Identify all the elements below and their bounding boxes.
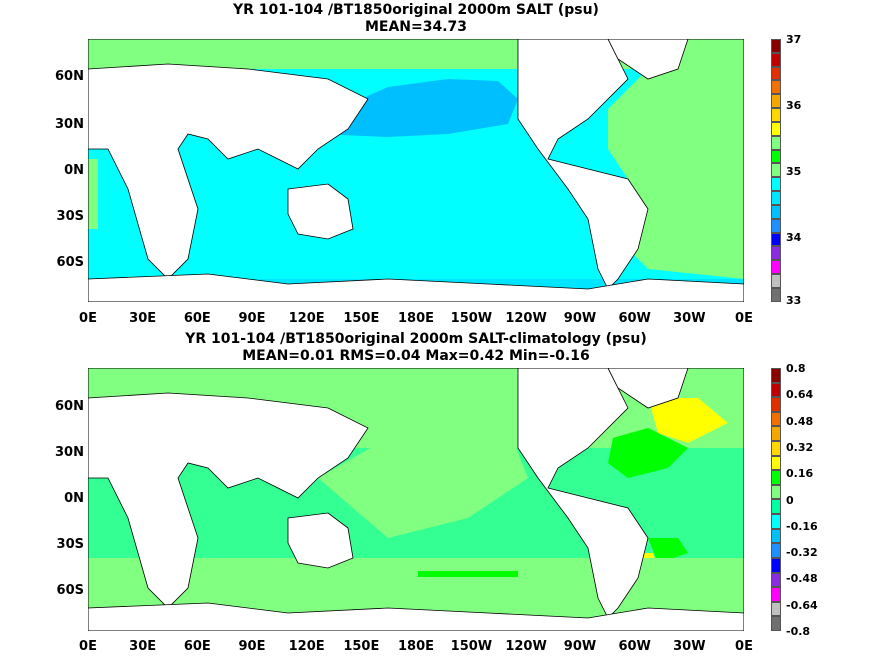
colorbar-segment: [771, 80, 781, 95]
salinity-map: [88, 39, 744, 302]
colorbar-label: 37: [786, 33, 802, 46]
colorbar-segment: [771, 616, 781, 631]
colorbar-label: 36: [786, 99, 802, 112]
colorbar-label: -0.48: [786, 572, 818, 586]
lat-label: 60S: [56, 255, 84, 270]
lon-label: 120W: [505, 639, 547, 654]
lat-label: 30N: [55, 117, 84, 132]
panel2-title: YR 101-104 /BT1850original 2000m SALT-cl…: [185, 331, 647, 347]
lon-label: 120W: [505, 311, 547, 326]
colorbar-segment: [771, 411, 781, 427]
colorbar-segment: [771, 587, 781, 602]
lon-label: 180E: [397, 311, 435, 326]
colorbar-segment: [771, 455, 781, 471]
colorbar-segment: [771, 601, 781, 617]
colorbar-label: 0.16: [786, 467, 814, 481]
colorbar-segment: [771, 66, 781, 81]
colorbar-segment: [771, 470, 781, 485]
colorbar-label: -0.16: [786, 519, 818, 533]
lon-label: 90E: [238, 311, 266, 326]
lon-label: 60W: [618, 639, 651, 654]
lon-label: 30E: [129, 311, 157, 326]
lon-label: 0E: [735, 639, 753, 654]
colorbar-segment: [771, 528, 781, 544]
colorbar-segment: [771, 287, 781, 302]
lon-label: 30E: [129, 639, 157, 654]
colorbar-segment: [771, 177, 781, 192]
colorbar-segment: [771, 572, 781, 588]
lon-label: 90W: [563, 639, 597, 654]
colorbar-segment: [771, 274, 781, 288]
colorbar-segment: [771, 260, 781, 275]
lon-label: 30W: [673, 311, 706, 326]
colorbar-segment: [771, 426, 781, 442]
colorbar-label: -0.8: [786, 625, 811, 638]
colorbar-segment: [771, 218, 781, 233]
colorbar-segment: [771, 557, 781, 573]
colorbar-segment: [771, 441, 781, 456]
lon-label: 150W: [450, 311, 493, 326]
lon-label: 90E: [238, 639, 266, 654]
lon-label: 120E: [288, 311, 325, 326]
colorbar-segment: [771, 94, 781, 109]
colorbar-label: -0.64: [786, 598, 818, 612]
lon-label: 90W: [563, 311, 597, 326]
lon-label: 120E: [288, 639, 325, 654]
colorbar-segment: [771, 368, 781, 383]
colorbar-segment: [771, 232, 781, 247]
salinity-anomaly-map: [88, 368, 744, 631]
panel1-title: YR 101-104 /BT1850original 2000m SALT (p…: [233, 2, 599, 18]
lat-label: 60N: [55, 399, 84, 414]
colorbar-2: [771, 368, 781, 631]
colorbar-label: 0.48: [786, 414, 814, 428]
colorbar-label: 35: [786, 165, 802, 178]
colorbar-segment: [771, 108, 781, 122]
colorbar-segment: [771, 484, 781, 500]
colorbar-segment: [771, 204, 781, 219]
colorbar-label: 0: [786, 493, 794, 507]
colorbar-segment: [771, 514, 781, 529]
panel2-subtitle: MEAN=0.01 RMS=0.04 Max=0.42 Min=-0.16: [242, 348, 590, 364]
colorbar-label: 34: [786, 231, 802, 244]
lon-label: 0E: [79, 639, 97, 654]
lon-label: 60E: [183, 639, 211, 654]
lat-label: 30N: [55, 445, 84, 460]
colorbar-label: 33: [786, 294, 802, 307]
lon-label: 150E: [343, 639, 380, 654]
colorbar-label: -0.32: [786, 546, 818, 560]
colorbar-segment: [771, 246, 781, 261]
colorbar-segment: [771, 163, 781, 178]
lat-label: 60S: [56, 583, 84, 598]
lat-label: 30S: [56, 537, 84, 552]
colorbar-label: 0.64: [786, 388, 814, 402]
lon-label: 60E: [183, 311, 211, 326]
lon-label: 0E: [735, 311, 753, 326]
colorbar-label: 0.32: [786, 440, 814, 454]
lon-label: 180E: [397, 639, 435, 654]
lon-label: 150E: [343, 311, 380, 326]
colorbar-segment: [771, 191, 781, 205]
colorbar-1: [771, 39, 781, 302]
lat-label: 0N: [64, 163, 84, 178]
colorbar-segment: [771, 499, 781, 515]
colorbar-segment: [771, 135, 781, 150]
colorbar-segment: [771, 39, 781, 53]
lat-label: 60N: [55, 69, 84, 84]
colorbar-segment: [771, 52, 781, 67]
lon-label: 150W: [450, 639, 493, 654]
colorbar-segment: [771, 543, 781, 558]
lon-label: 0E: [79, 311, 97, 326]
panel1-subtitle: MEAN=34.73: [364, 19, 468, 35]
lon-label: 30W: [673, 639, 706, 654]
colorbar-segment: [771, 121, 781, 136]
lon-label: 60W: [618, 311, 651, 326]
lat-label: 0N: [64, 491, 84, 506]
colorbar-segment: [771, 397, 781, 412]
colorbar-label: 0.8: [786, 362, 806, 375]
lat-label: 30S: [56, 209, 84, 224]
colorbar-segment: [771, 149, 781, 164]
colorbar-segment: [771, 382, 781, 398]
